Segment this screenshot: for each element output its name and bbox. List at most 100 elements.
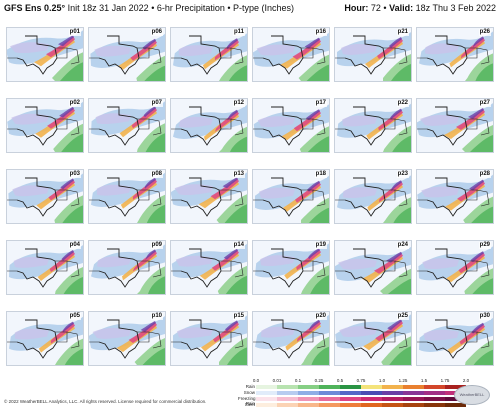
- member-label: p27: [478, 100, 491, 107]
- ensemble-member-panel-p19: p19: [252, 240, 330, 295]
- precip-map: [335, 28, 411, 81]
- member-label: p09: [150, 242, 163, 249]
- precip-map: [171, 241, 247, 294]
- precip-map: [7, 99, 83, 152]
- member-label: p25: [396, 313, 409, 320]
- ensemble-member-panel-p17: p17: [252, 98, 330, 153]
- legend-tick-label: 0.25: [314, 378, 324, 383]
- legend-row-label: Snow: [243, 390, 255, 395]
- legend-color-bar: [256, 391, 466, 395]
- member-label: p05: [68, 313, 81, 320]
- precip-map: [7, 241, 83, 294]
- member-label: p11: [232, 29, 245, 36]
- ensemble-member-panel-p20: p20: [252, 311, 330, 366]
- precip-map: [171, 99, 247, 152]
- ensemble-member-panel-p07: p07: [88, 98, 166, 153]
- weatherbell-logo: WeatherBELL: [454, 385, 490, 405]
- ensemble-member-panel-p02: p02: [6, 98, 84, 153]
- ensemble-member-panel-p05: p05: [6, 311, 84, 366]
- ensemble-member-panel-p15: p15: [170, 311, 248, 366]
- precip-map: [417, 312, 493, 365]
- legend-tick-label: 1.0: [378, 378, 386, 383]
- ensemble-member-panel-p01: p01: [6, 27, 84, 82]
- member-label: p23: [396, 171, 409, 178]
- member-label: p28: [478, 171, 491, 178]
- legend-tick-label: 2.0: [462, 378, 470, 383]
- legend-tick-label: 1.5: [420, 378, 428, 383]
- precip-map: [335, 170, 411, 223]
- member-label: p17: [314, 100, 327, 107]
- ensemble-member-panel-p22: p22: [334, 98, 412, 153]
- ensemble-member-grid: p01 p06 p11: [6, 27, 494, 369]
- member-label: p03: [68, 171, 81, 178]
- member-label: p24: [396, 242, 409, 249]
- ensemble-member-panel-p09: p09: [88, 240, 166, 295]
- member-label: p06: [150, 29, 163, 36]
- legend-color-bar: [256, 385, 466, 389]
- precip-map: [7, 28, 83, 81]
- member-label: p29: [478, 242, 491, 249]
- legend-row-label: Sleet: [244, 402, 255, 407]
- ensemble-member-panel-p29: p29: [416, 240, 494, 295]
- ensemble-member-panel-p28: p28: [416, 169, 494, 224]
- member-label: p07: [150, 100, 163, 107]
- member-label: p14: [232, 242, 245, 249]
- member-label: p30: [478, 313, 491, 320]
- precip-map: [171, 28, 247, 81]
- ensemble-member-panel-p04: p04: [6, 240, 84, 295]
- precip-map: [417, 241, 493, 294]
- member-label: p22: [396, 100, 409, 107]
- legend-row: Snow: [238, 390, 468, 396]
- legend-row: Freezing Rain: [238, 396, 468, 406]
- precip-map: [89, 312, 165, 365]
- ensemble-member-panel-p03: p03: [6, 169, 84, 224]
- legend-row: Rain: [238, 384, 468, 390]
- ensemble-member-panel-p12: p12: [170, 98, 248, 153]
- precip-map: [89, 28, 165, 81]
- legend-tick-label: 0.1: [294, 378, 302, 383]
- precip-map: [253, 99, 329, 152]
- precip-map: [171, 170, 247, 223]
- member-label: p13: [232, 171, 245, 178]
- precip-map: [89, 241, 165, 294]
- precip-map: [335, 99, 411, 152]
- member-label: p16: [314, 29, 327, 36]
- legend-ticks: 0.0 0.01 0.1 0.25 0.5 0.75 1.0 1.25 1.5 1.75 2.0: [252, 378, 470, 384]
- precip-map: [253, 312, 329, 365]
- legend-color-bar: [256, 397, 466, 401]
- legend-tick-label: 0.75: [356, 378, 366, 383]
- copyright-footer: © 2022 WeatherBELL Analytics, LLC. All r…: [4, 399, 207, 404]
- precip-map: [335, 241, 411, 294]
- legend-row-label: Freezing Rain: [238, 396, 256, 406]
- member-label: p26: [478, 29, 491, 36]
- ensemble-member-panel-p27: p27: [416, 98, 494, 153]
- ensemble-member-panel-p16: p16: [252, 27, 330, 82]
- ensemble-member-panel-p10: p10: [88, 311, 166, 366]
- precip-map: [417, 28, 493, 81]
- ensemble-member-panel-p18: p18: [252, 169, 330, 224]
- ensemble-member-panel-p06: p06: [88, 27, 166, 82]
- member-label: p10: [150, 313, 163, 320]
- ensemble-member-panel-p21: p21: [334, 27, 412, 82]
- member-label: p12: [232, 100, 245, 107]
- ensemble-member-panel-p13: p13: [170, 169, 248, 224]
- precip-map: [89, 170, 165, 223]
- precip-map: [417, 170, 493, 223]
- member-label: p19: [314, 242, 327, 249]
- legend-tick-label: 0.0: [252, 378, 260, 383]
- precip-map: [253, 241, 329, 294]
- precip-map: [89, 99, 165, 152]
- precip-map: [253, 28, 329, 81]
- map-title: GFS Ens 0.25° Init 18z 31 Jan 2022 • 6-h…: [4, 3, 295, 13]
- member-label: p20: [314, 313, 327, 320]
- member-label: p02: [68, 100, 81, 107]
- ensemble-member-panel-p26: p26: [416, 27, 494, 82]
- precip-map: [253, 170, 329, 223]
- ensemble-member-panel-p25: p25: [334, 311, 412, 366]
- valid-time: Hour: 72 • Valid: 18z Thu 3 Feb 2022: [344, 3, 496, 13]
- member-label: p18: [314, 171, 327, 178]
- legend-tick-label: 1.25: [398, 378, 408, 383]
- legend-tick-label: 1.75: [440, 378, 450, 383]
- precip-map: [335, 312, 411, 365]
- precip-map: [417, 99, 493, 152]
